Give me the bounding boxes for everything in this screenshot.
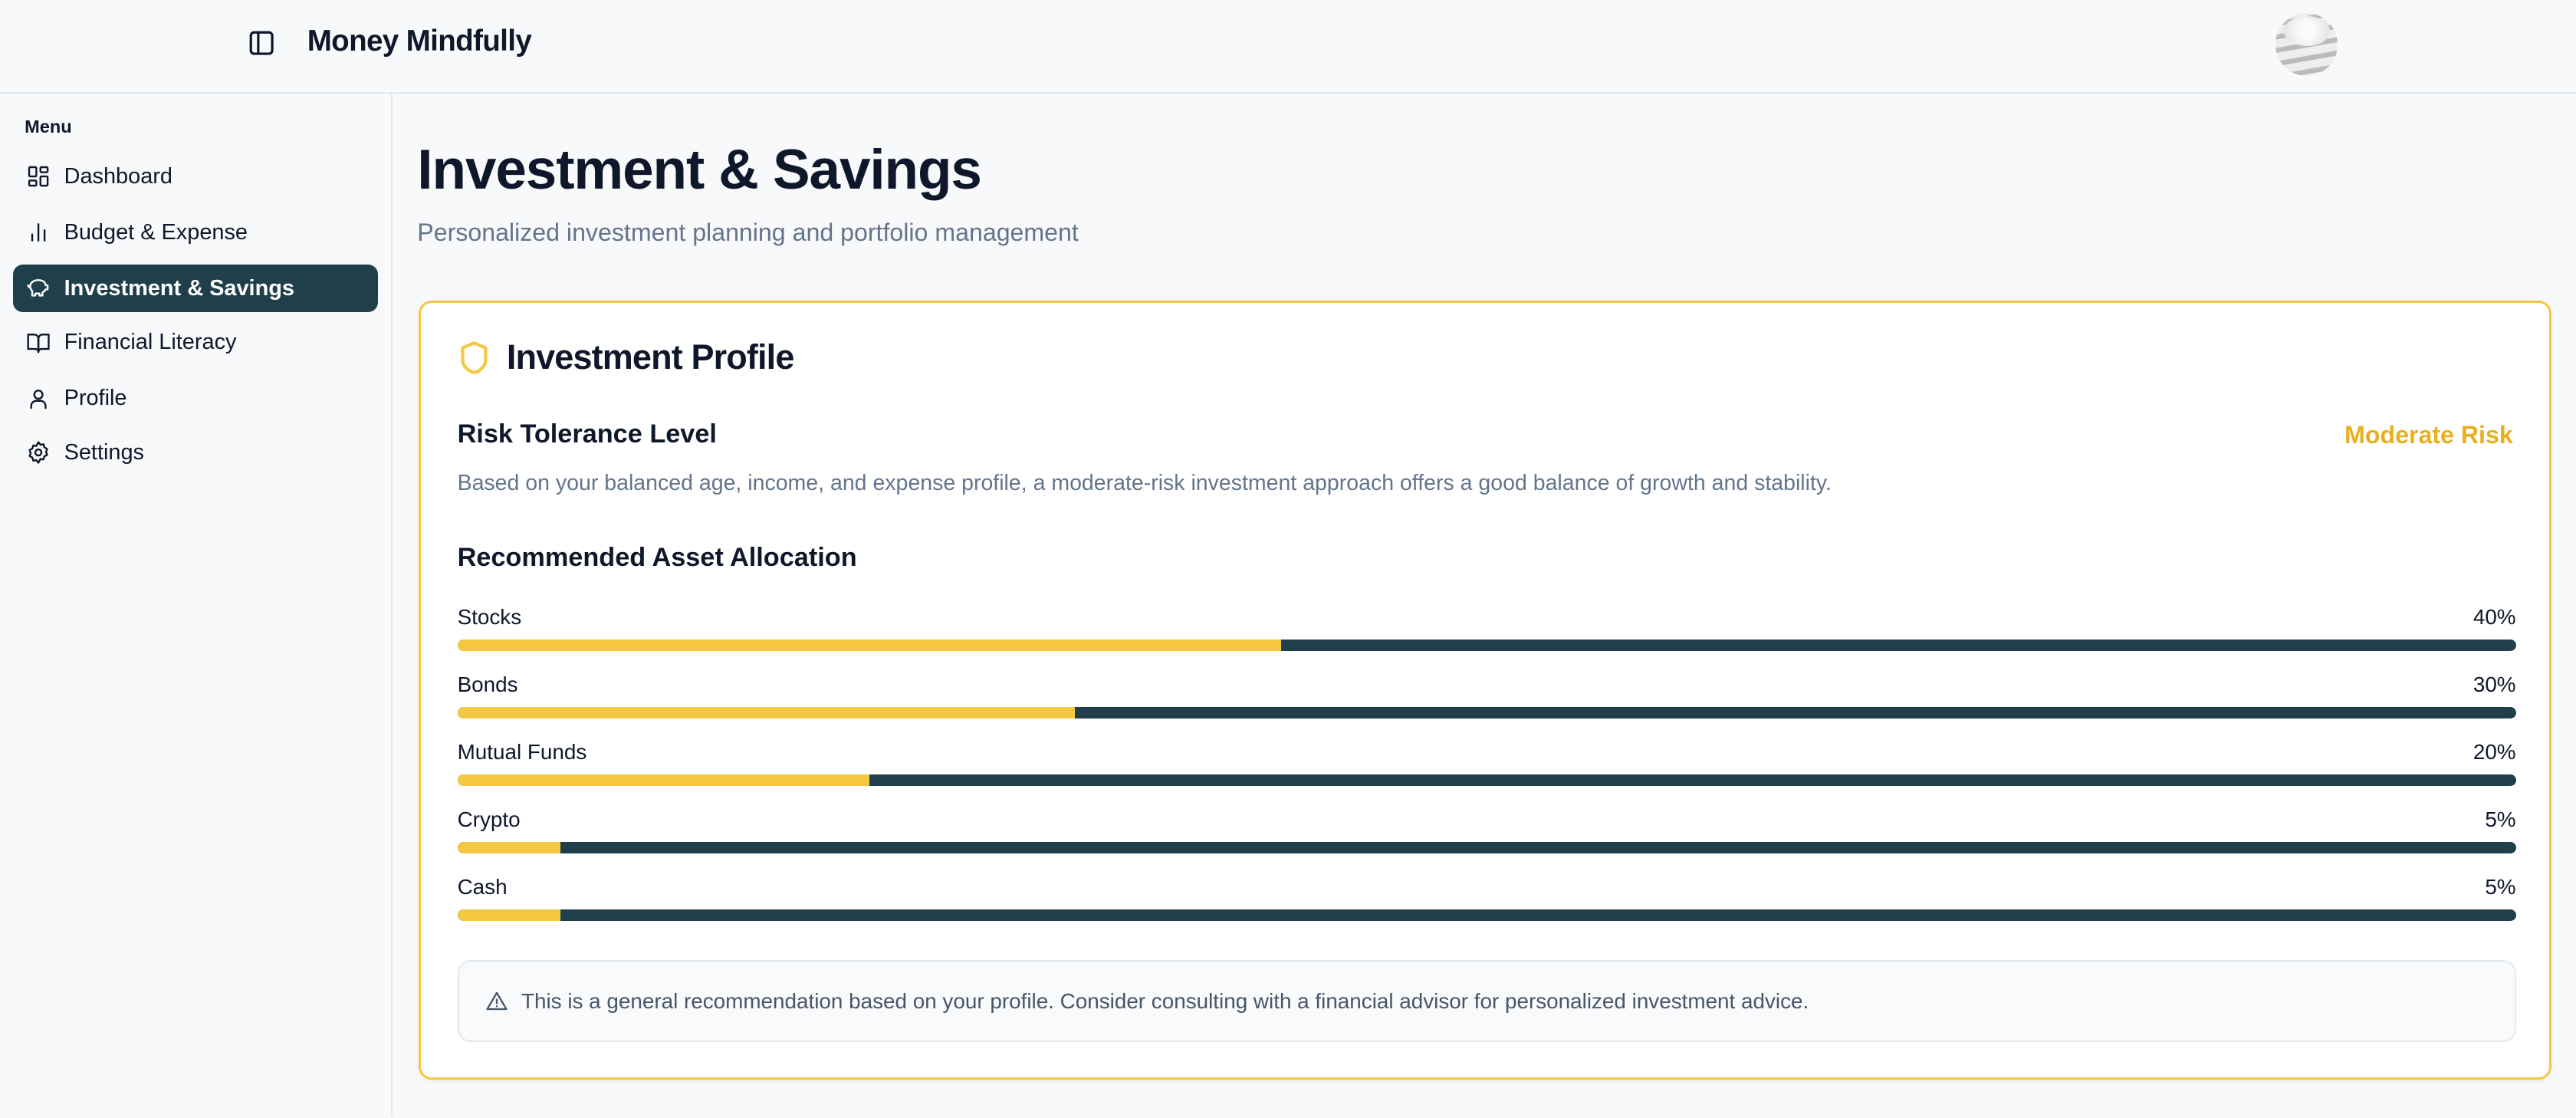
allocation-progress-bar (457, 774, 2516, 787)
sidebar-item-label: Profile (64, 386, 127, 411)
page-subtitle: Personalized investment planning and por… (417, 219, 1079, 246)
sidebar: Menu Dashboard Budget & Expense Investme… (0, 94, 393, 1118)
risk-tolerance-title: Risk Tolerance Level (457, 419, 717, 449)
allocation-percent: 5% (2485, 807, 2516, 831)
bar-chart-icon (31, 223, 46, 242)
risk-level-badge: Moderate Risk (2344, 421, 2513, 449)
allocation-percent: 30% (2472, 672, 2516, 697)
allocation-row: Stocks 40% (457, 605, 2516, 654)
warning-triangle-icon (486, 991, 508, 1010)
allocation-progress-bar (457, 707, 2516, 719)
allocation-progress-fill (457, 909, 560, 921)
allocation-progress-fill (457, 774, 869, 787)
sidebar-item-financial-literacy[interactable]: Financial Literacy (13, 319, 378, 367)
piggy-bank-icon (27, 279, 49, 297)
sidebar-item-label: Settings (64, 439, 145, 465)
sidebar-item-label: Investment & Savings (64, 275, 294, 301)
page-title: Investment & Savings (417, 139, 982, 201)
app-title: Money Mindfully (307, 25, 532, 58)
allocation-percent: 20% (2472, 740, 2516, 765)
allocation-row: Bonds 30% (457, 672, 2516, 722)
risk-description: Based on your balanced age, income, and … (457, 470, 1832, 495)
sidebar-toggle-icon[interactable] (248, 30, 274, 56)
allocation-progress-fill (457, 707, 1076, 719)
allocation-percent: 40% (2472, 605, 2516, 630)
menu-label: Menu (25, 117, 72, 137)
layout-dashboard-icon (28, 166, 49, 187)
allocation-progress-fill (457, 640, 1281, 652)
shield-icon (460, 340, 488, 374)
avatar[interactable] (2275, 13, 2338, 76)
sidebar-item-label: Budget & Expense (64, 219, 248, 245)
user-icon (30, 389, 47, 409)
investment-profile-card: Investment Profile Risk Tolerance Level … (419, 301, 2551, 1080)
gear-icon (28, 441, 48, 464)
allocation-row: Mutual Funds 20% (457, 740, 2516, 789)
sidebar-item-investment[interactable]: Investment & Savings (13, 264, 378, 313)
sidebar-item-dashboard[interactable]: Dashboard (13, 153, 378, 200)
top-header: Money Mindfully (0, 0, 2576, 94)
allocation-progress-fill (457, 841, 560, 853)
card-title: Investment Profile (506, 337, 795, 377)
allocation-title: Recommended Asset Allocation (457, 542, 857, 572)
notice-text: This is a general recommendation based o… (521, 988, 1809, 1013)
allocation-percent: 5% (2485, 874, 2516, 899)
advice-notice: This is a general recommendation based o… (457, 960, 2516, 1043)
sidebar-item-profile[interactable]: Profile (13, 375, 378, 423)
book-open-icon (27, 333, 50, 353)
allocation-progress-bar (457, 640, 2516, 652)
sidebar-item-label: Financial Literacy (64, 330, 237, 355)
allocation-label: Stocks (457, 605, 522, 630)
sidebar-item-label: Dashboard (64, 163, 172, 189)
allocation-label: Mutual Funds (457, 740, 587, 765)
allocation-label: Crypto (457, 807, 521, 831)
allocation-label: Cash (457, 874, 508, 899)
allocation-row: Crypto 5% (457, 807, 2516, 857)
allocation-label: Bonds (457, 672, 518, 697)
sidebar-item-settings[interactable]: Settings (13, 429, 378, 476)
sidebar-item-budget[interactable]: Budget & Expense (13, 209, 378, 256)
allocation-progress-bar (457, 841, 2516, 853)
allocation-progress-bar (457, 909, 2516, 921)
allocation-row: Cash 5% (457, 874, 2516, 924)
